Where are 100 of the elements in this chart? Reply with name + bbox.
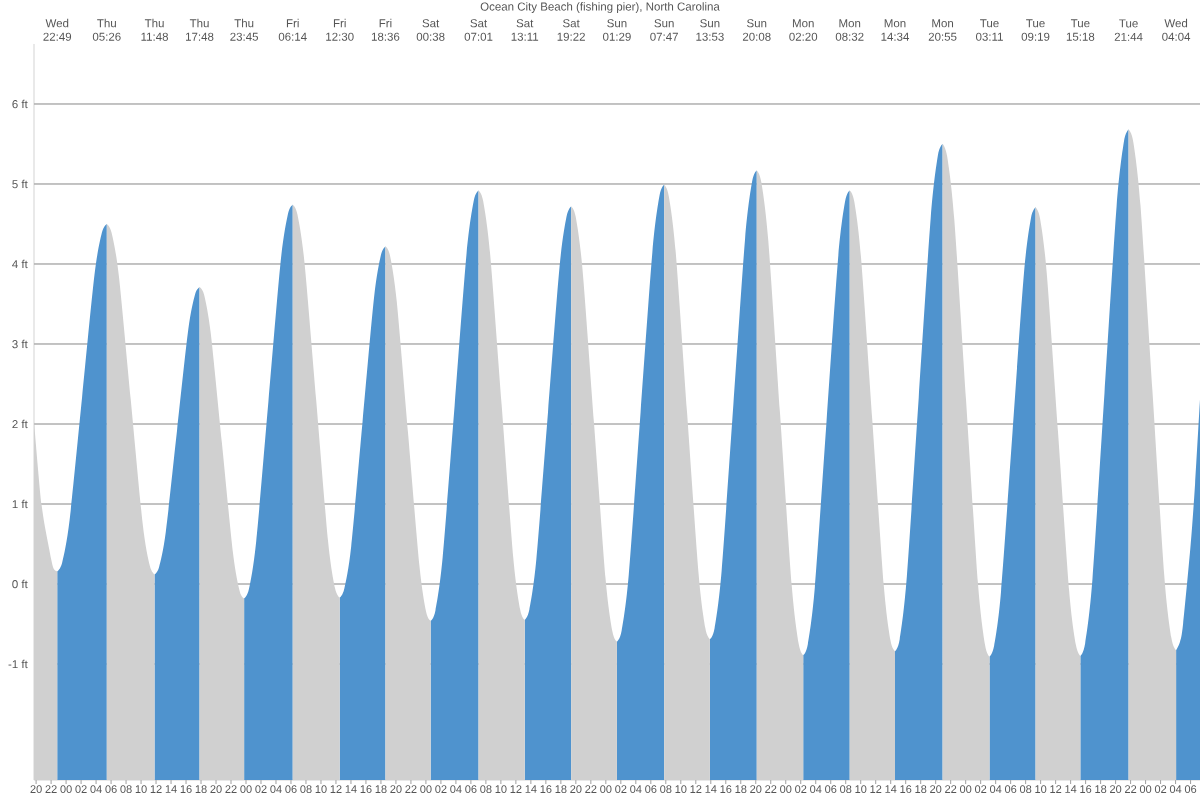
x-tick-label: 20 <box>30 785 42 793</box>
x-tick-label: 04 <box>630 785 642 793</box>
x-tick-label: 10 <box>675 785 687 793</box>
x-tick-label: 20 <box>390 785 402 793</box>
x-tick-label: 20 <box>210 785 222 793</box>
y-tick-label: 5 ft <box>12 179 28 189</box>
x-tick-label: 22 <box>1125 785 1137 793</box>
y-tick-label: 3 ft <box>12 339 28 349</box>
x-tick-label: 22 <box>45 785 57 793</box>
x-tick-label: 22 <box>405 785 417 793</box>
x-tick-label: 04 <box>1169 785 1182 793</box>
x-tick-label: 04 <box>810 785 822 793</box>
y-tick-label: 2 ft <box>12 419 28 429</box>
x-tick-label: 20 <box>1110 785 1122 793</box>
x-tick-label: 08 <box>840 785 852 793</box>
text: Sun 13:53 <box>696 19 724 41</box>
text: Tue 15:18 <box>1066 19 1095 41</box>
x-tick-label: 16 <box>1080 785 1092 793</box>
x-tick-label: 12 <box>510 785 522 793</box>
x-tick-label: 08 <box>480 785 492 793</box>
x-tick-label: 08 <box>300 785 312 793</box>
x-tick-label: 06 <box>825 785 837 793</box>
x-tick-label: 00 <box>780 785 792 793</box>
x-tick-label: 10 <box>135 785 147 793</box>
text: Fri 12:30 <box>326 18 354 41</box>
x-tick-label: 20 <box>750 785 762 793</box>
x-tick-label: 18 <box>735 785 747 793</box>
x-tick-label: 04 <box>989 785 1002 793</box>
text: Sun 01:29 <box>603 19 631 41</box>
x-tick-label: 22 <box>585 785 597 793</box>
x-tick-label: 20 <box>930 785 942 793</box>
x-tick-label: 18 <box>1095 785 1107 793</box>
text: Fri 06:14 <box>278 18 307 41</box>
text: Sat 13:11 <box>511 19 539 41</box>
x-tick-label: 14 <box>525 785 537 793</box>
x-tick-label: 06 <box>465 785 477 793</box>
x-tick-label: 10 <box>315 785 327 793</box>
x-tick-label: 06 <box>645 785 657 793</box>
x-tick-label: 10 <box>1035 785 1047 793</box>
x-tick-label: 12 <box>330 785 342 793</box>
x-tick-label: 06 <box>1004 785 1017 793</box>
x-tick-label: 00 <box>240 785 252 793</box>
x-tick-label: 04 <box>450 785 462 793</box>
text: Tue 03:11 <box>976 19 1003 41</box>
x-tick-label: 00 <box>420 785 432 793</box>
x-tick-label: 16 <box>540 785 552 793</box>
text: Mon 02:20 <box>789 19 818 41</box>
y-tick-label: 1 ft <box>12 499 28 509</box>
x-tick-label: 12 <box>690 785 702 793</box>
text: Tue 21:44 <box>1114 19 1143 41</box>
text: Mon 20:55 <box>928 19 957 41</box>
x-tick-label: 18 <box>915 785 927 793</box>
text: Wed 04:04 <box>1162 18 1191 41</box>
x-tick-label: 06 <box>105 785 117 793</box>
x-tick-label: 02 <box>255 785 267 793</box>
x-tick-label: 08 <box>660 785 672 793</box>
y-tick-label: 4 ft <box>12 259 28 269</box>
text: Mon 14:34 <box>881 19 910 41</box>
x-tick-label: 08 <box>120 785 132 793</box>
x-tick-label: 12 <box>150 785 162 793</box>
x-tick-label: 16 <box>360 785 372 793</box>
text: Thu 11:48 <box>141 18 168 41</box>
text: Wed 22:49 <box>43 18 72 41</box>
text: Mon 08:32 <box>835 19 864 41</box>
x-tick-label: 14 <box>345 785 357 793</box>
x-tick-label: 02 <box>435 785 447 793</box>
x-tick-label: 18 <box>375 785 387 793</box>
x-tick-label: 16 <box>720 785 732 793</box>
text: Sun 20:08 <box>742 19 771 41</box>
x-tick-label: 04 <box>90 785 102 793</box>
x-tick-label: 18 <box>195 785 207 793</box>
text: Thu 05:26 <box>92 18 121 41</box>
text: Sun 07:47 <box>650 19 678 41</box>
x-tick-label: 00 <box>60 785 72 793</box>
x-tick-label: 12 <box>1050 785 1062 793</box>
x-tick-label: 02 <box>974 785 987 793</box>
text: Sat 00:38 <box>416 19 445 41</box>
chart-title: Ocean City Beach (fishing pier), North Carolina <box>480 2 720 13</box>
x-tick-label: 02 <box>1154 785 1167 793</box>
x-tick-label: 16 <box>180 785 192 793</box>
x-tick-label: 04 <box>270 785 282 793</box>
x-tick-label: 14 <box>885 785 897 793</box>
x-tick-label: 22 <box>765 785 777 793</box>
x-tick-label: 14 <box>1065 785 1077 793</box>
x-tick-label: 00 <box>959 785 972 793</box>
x-tick-label: 22 <box>225 785 237 793</box>
x-tick-label: 22 <box>945 785 957 793</box>
text: Sat 19:22 <box>557 19 585 41</box>
x-tick-label: 00 <box>1139 785 1152 793</box>
x-tick-label: 02 <box>615 785 627 793</box>
x-tick-label: 12 <box>870 785 882 793</box>
x-tick-label: 16 <box>900 785 912 793</box>
text: Fri 18:36 <box>371 18 400 41</box>
y-tick-label: -1 ft <box>8 659 28 669</box>
text: Sat 07:01 <box>464 19 493 41</box>
x-tick-label: 10 <box>495 785 507 793</box>
x-tick-label: 00 <box>600 785 612 793</box>
x-tick-label: 18 <box>555 785 567 793</box>
y-tick-label: 6 ft <box>12 99 28 109</box>
x-tick-label: 14 <box>165 785 177 793</box>
